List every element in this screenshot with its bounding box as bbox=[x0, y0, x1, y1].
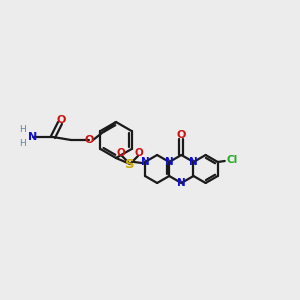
Text: N: N bbox=[189, 157, 198, 167]
Text: N: N bbox=[141, 157, 149, 167]
Text: O: O bbox=[56, 115, 66, 125]
Text: O: O bbox=[84, 135, 94, 145]
Text: O: O bbox=[117, 148, 125, 158]
Text: H: H bbox=[19, 125, 26, 134]
Text: S: S bbox=[125, 158, 135, 170]
Text: O: O bbox=[177, 130, 186, 140]
Text: N: N bbox=[165, 157, 174, 167]
Text: N: N bbox=[177, 178, 186, 188]
Text: N: N bbox=[28, 132, 38, 142]
Text: Cl: Cl bbox=[226, 155, 237, 165]
Text: O: O bbox=[135, 148, 143, 158]
Text: H: H bbox=[19, 140, 26, 148]
